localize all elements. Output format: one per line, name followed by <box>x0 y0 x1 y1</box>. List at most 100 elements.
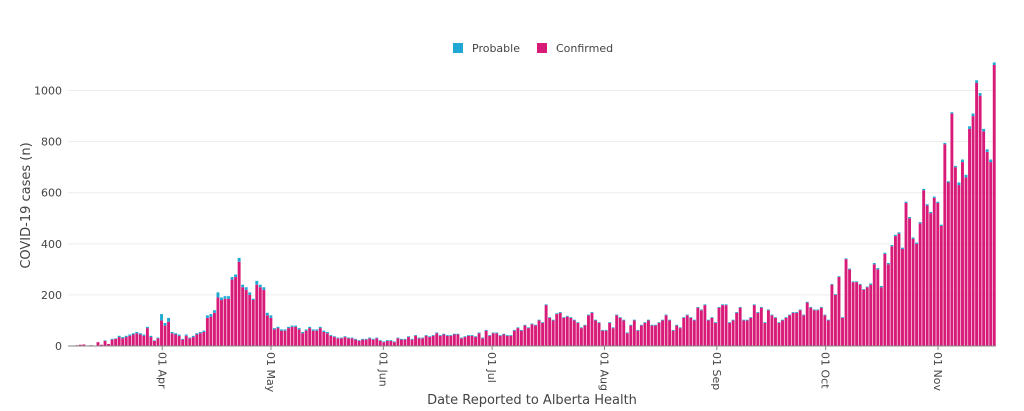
bars[interactable] <box>68 62 996 347</box>
bar-probable[interactable] <box>205 315 209 318</box>
bar-probable[interactable] <box>138 333 142 335</box>
bar-probable[interactable] <box>110 338 114 340</box>
bar-confirmed[interactable] <box>766 310 770 346</box>
bar-probable[interactable] <box>269 315 273 318</box>
bar-confirmed[interactable] <box>625 333 629 346</box>
bar-probable[interactable] <box>622 319 626 321</box>
bar-confirmed[interactable] <box>541 323 545 346</box>
bar-probable[interactable] <box>915 242 919 244</box>
bar-probable[interactable] <box>579 327 583 329</box>
bar-probable[interactable] <box>742 319 746 321</box>
bar-probable[interactable] <box>985 149 989 152</box>
bar-confirmed[interactable] <box>922 190 926 346</box>
bar-confirmed[interactable] <box>915 243 919 346</box>
bar-confirmed[interactable] <box>438 335 442 346</box>
bar-probable[interactable] <box>639 324 643 326</box>
bar-probable[interactable] <box>188 337 192 339</box>
bar-probable[interactable] <box>844 258 848 260</box>
bar-confirmed[interactable] <box>477 333 481 346</box>
bar-probable[interactable] <box>551 319 555 321</box>
bar-confirmed[interactable] <box>968 128 971 346</box>
bar-probable[interactable] <box>117 335 121 338</box>
bar-probable[interactable] <box>629 324 633 326</box>
legend[interactable]: Probable Confirmed <box>453 42 613 55</box>
bar-probable[interactable] <box>548 317 552 318</box>
bar-probable[interactable] <box>569 317 573 318</box>
bar-confirmed[interactable] <box>893 236 897 346</box>
bar-probable[interactable] <box>671 329 675 331</box>
bar-probable[interactable] <box>361 338 365 340</box>
bar-confirmed[interactable] <box>858 284 862 346</box>
bar-confirmed[interactable] <box>449 335 453 346</box>
bar-probable[interactable] <box>749 317 753 318</box>
bar-confirmed[interactable] <box>841 317 844 346</box>
bar-probable[interactable] <box>290 325 294 327</box>
bar-confirmed[interactable] <box>611 328 615 346</box>
bar-confirmed[interactable] <box>675 325 679 346</box>
bar-probable[interactable] <box>142 334 146 336</box>
bar-probable[interactable] <box>802 314 806 316</box>
bar-confirmed[interactable] <box>265 315 269 346</box>
bar-probable[interactable] <box>869 283 873 285</box>
bar-confirmed[interactable] <box>470 335 474 346</box>
bar-confirmed[interactable] <box>710 317 714 346</box>
bar-probable[interactable] <box>650 324 654 326</box>
bar-confirmed[interactable] <box>562 317 566 346</box>
bar-confirmed[interactable] <box>399 339 403 346</box>
bar-probable[interactable] <box>389 340 393 341</box>
bar-confirmed[interactable] <box>615 315 619 346</box>
bar-confirmed[interactable] <box>622 320 626 346</box>
bar-confirmed[interactable] <box>805 302 809 346</box>
bar-probable[interactable] <box>932 196 936 198</box>
bar-probable[interactable] <box>392 341 396 343</box>
bar-probable[interactable] <box>735 312 739 313</box>
bar-probable[interactable] <box>318 326 322 329</box>
bar-confirmed[interactable] <box>347 338 350 346</box>
bar-confirmed[interactable] <box>212 312 216 346</box>
bar-confirmed[interactable] <box>495 333 499 346</box>
bar-probable[interactable] <box>297 328 301 330</box>
bar-probable[interactable] <box>943 142 947 145</box>
bar-confirmed[interactable] <box>643 323 647 346</box>
bar-probable[interactable] <box>978 93 982 96</box>
bar-probable[interactable] <box>244 287 248 290</box>
bar-probable[interactable] <box>537 319 541 321</box>
bar-confirmed[interactable] <box>389 340 393 346</box>
bar-probable[interactable] <box>438 335 442 336</box>
bar-confirmed[interactable] <box>96 342 100 346</box>
bar-probable[interactable] <box>477 332 481 334</box>
bar-probable[interactable] <box>396 337 400 339</box>
bar-probable[interactable] <box>156 337 160 339</box>
bar-probable[interactable] <box>301 331 305 334</box>
bar-probable[interactable] <box>618 317 622 318</box>
bar-confirmed[interactable] <box>795 312 799 346</box>
bar-probable[interactable] <box>230 277 234 280</box>
bar-confirmed[interactable] <box>703 305 707 346</box>
bar-confirmed[interactable] <box>978 95 982 347</box>
bar-confirmed[interactable] <box>272 329 276 346</box>
bar-confirmed[interactable] <box>357 340 361 346</box>
bar-confirmed[interactable] <box>431 335 435 346</box>
bar-confirmed[interactable] <box>280 330 283 346</box>
bar-confirmed[interactable] <box>569 317 573 346</box>
bar-probable[interactable] <box>706 319 710 321</box>
bar-confirmed[interactable] <box>223 298 227 346</box>
bar-confirmed[interactable] <box>601 330 605 346</box>
bar-probable[interactable] <box>862 289 866 290</box>
bar-probable[interactable] <box>975 80 979 83</box>
bar-probable[interactable] <box>636 329 640 331</box>
bar-confirmed[interactable] <box>597 323 601 346</box>
bar-probable[interactable] <box>160 314 163 321</box>
bar-confirmed[interactable] <box>692 320 696 346</box>
bar-confirmed[interactable] <box>890 246 894 346</box>
bar-confirmed[interactable] <box>555 314 559 346</box>
bar-probable[interactable] <box>322 330 326 332</box>
bar-probable[interactable] <box>989 159 993 163</box>
bar-probable[interactable] <box>491 332 495 334</box>
bar-confirmed[interactable] <box>735 312 739 346</box>
bar-probable[interactable] <box>308 326 312 329</box>
bar-probable[interactable] <box>675 324 679 326</box>
bar-probable[interactable] <box>452 333 456 335</box>
bar-confirmed[interactable] <box>396 338 400 346</box>
bar-probable[interactable] <box>357 340 361 341</box>
